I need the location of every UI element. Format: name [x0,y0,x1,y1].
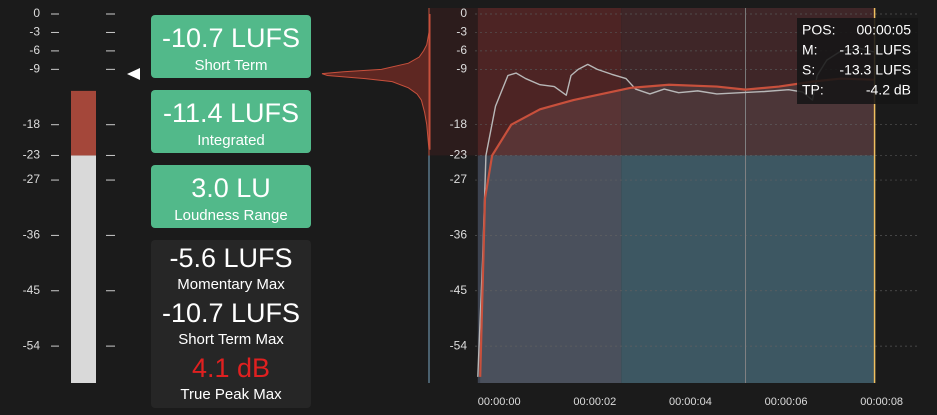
target-arrow [127,68,140,80]
info-key: POS: [802,22,835,38]
stat-value: 3.0 LU [191,173,271,203]
meter-scale-label: -36 [23,228,41,242]
histogram [321,13,431,150]
meter-scale-label: -3 [29,25,40,39]
y-tick-label: -45 [450,283,468,297]
meter-scale-label: -6 [29,43,40,57]
meter-scale-label: -54 [23,338,41,352]
x-tick-label: 00:00:08 [860,396,903,408]
zone-low [477,155,622,383]
info-box [797,18,918,104]
zone-low [621,155,875,383]
max-value: 4.1 dB [192,353,270,383]
zone-high [430,8,478,156]
info-value: -13.1 LUFS [839,42,911,58]
max-value: -10.7 LUFS [162,298,300,328]
max-label: True Peak Max [180,386,282,403]
y-tick-label: -27 [450,172,468,186]
max-value: -5.6 LUFS [169,243,292,273]
stat-label: Loudness Range [174,207,287,224]
stat-value: -10.7 LUFS [162,23,300,53]
meter-scale-label: -23 [23,148,41,162]
meter-level-low [71,155,96,383]
meter-scale-label: 0 [33,6,40,20]
x-tick-label: 00:00:00 [478,396,521,408]
x-tick-label: 00:00:02 [573,396,616,408]
meter-scale-label: -9 [29,62,40,76]
stat-label: Integrated [197,132,265,149]
meter-scale-label: -45 [23,283,41,297]
stat-box [151,15,311,78]
info-value: -13.3 LUFS [839,62,911,78]
x-tick-label: 00:00:04 [669,396,712,408]
info-key: M: [802,42,818,58]
stat-box [151,165,311,228]
stat-value: -11.4 LUFS [163,98,299,128]
meter-level-high [71,90,96,156]
short-term-area [480,78,875,383]
y-tick-label: 0 [460,6,467,20]
max-label: Momentary Max [177,276,285,293]
info-key: S: [802,62,815,78]
meter-scale-label: -27 [23,172,41,186]
x-tick-label: 00:00:06 [765,396,808,408]
stat-label: Short Term [194,57,267,74]
info-key: TP: [802,82,824,98]
max-label: Short Term Max [178,331,284,348]
max-box [151,240,311,408]
y-tick-label: -18 [450,117,468,131]
meter-scale-label: -18 [23,117,41,131]
stat-box [151,90,311,153]
info-value: -4.2 dB [866,82,911,98]
y-tick-label: -54 [450,338,468,352]
y-tick-label: -23 [450,148,468,162]
y-tick-label: -3 [456,25,467,39]
y-tick-label: -36 [450,228,468,242]
y-tick-label: -6 [456,43,467,57]
y-tick-label: -9 [456,62,467,76]
info-value: 00:00:05 [857,22,912,38]
